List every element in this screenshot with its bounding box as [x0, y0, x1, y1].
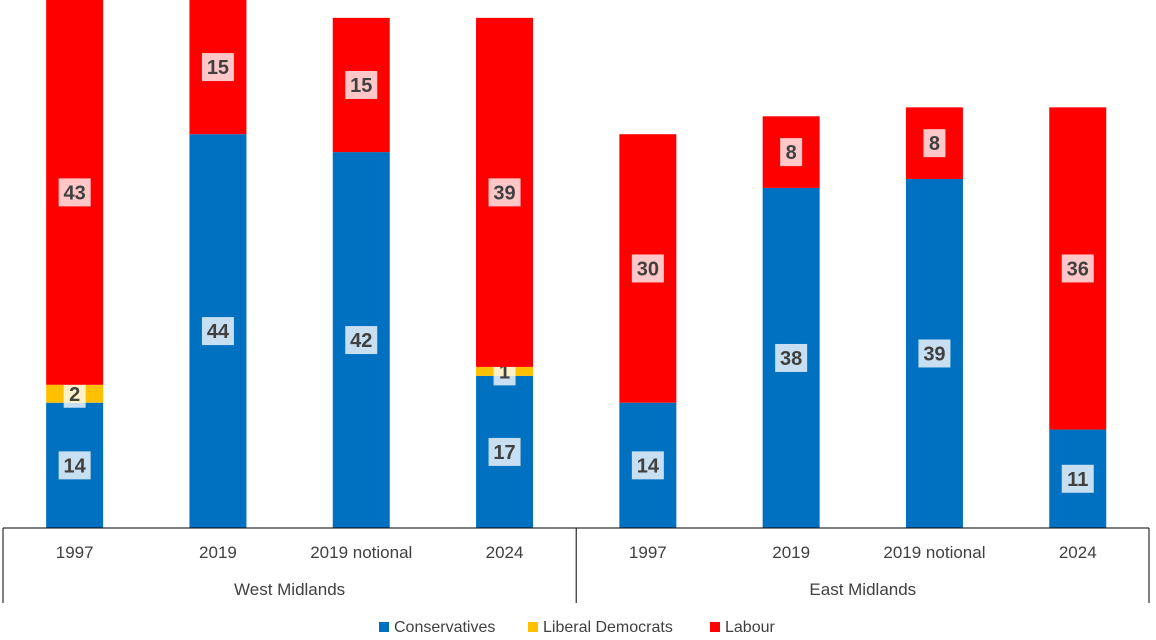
data-label-background	[345, 70, 378, 99]
legend-label-labour: Labour	[725, 619, 775, 636]
group-label-east-midlands: East Midlands	[809, 580, 916, 599]
data-label-labour-1: 15	[207, 57, 229, 79]
data-label-background	[201, 317, 234, 346]
data-label-labour-4: 30	[637, 258, 659, 280]
data-label-background	[63, 379, 86, 408]
data-label-background	[345, 326, 378, 355]
data-label-background	[201, 53, 234, 82]
legend-swatch-labour	[710, 622, 720, 632]
data-label-conservatives-0: 14	[64, 455, 87, 477]
x-tick-label: 1997	[56, 543, 94, 562]
data-label-liberal-democrats-3: 1	[499, 361, 510, 383]
data-label-conservatives-1: 44	[207, 321, 230, 343]
data-label-conservatives-4: 14	[637, 455, 660, 477]
data-label-liberal-democrats-0: 2	[69, 384, 80, 406]
data-label-labour-6: 8	[929, 133, 940, 155]
x-tick-label: 2024	[486, 543, 524, 562]
data-label-background	[918, 339, 951, 368]
data-label-labour-7: 36	[1067, 258, 1089, 280]
legend-swatch-conservatives	[379, 622, 389, 632]
bars-layer: 14 2 43 44 15 42 15 17 1 39 14 30 38 8 39 8 11 36	[46, 0, 1107, 528]
data-label-background	[780, 138, 803, 167]
x-tick-label: 2024	[1059, 543, 1097, 562]
x-tick-label: 2019 notional	[310, 543, 412, 562]
x-tick-label: 2019 notional	[883, 543, 985, 562]
data-label-background	[58, 451, 91, 480]
data-label-background	[488, 178, 521, 207]
data-label-background	[923, 129, 946, 158]
data-label-conservatives-2: 42	[350, 330, 372, 352]
legend: Conservatives Liberal Democrats Labour	[379, 619, 775, 636]
data-label-background	[631, 254, 664, 283]
data-label-conservatives-3: 17	[493, 442, 515, 464]
data-label-background	[488, 437, 521, 466]
legend-swatch-liberal-democrats	[528, 622, 538, 632]
data-label-conservatives-6: 39	[923, 343, 945, 365]
data-label-background	[58, 178, 91, 207]
x-tick-label: 2019	[199, 543, 237, 562]
data-label-labour-3: 39	[493, 182, 515, 204]
data-label-background	[1061, 254, 1094, 283]
data-label-background	[631, 451, 664, 480]
data-label-background	[775, 343, 808, 372]
category-axis: 1997 2019 2019 notional 2024 1997 2019 2019 no…	[2, 527, 1150, 603]
legend-label-liberal-democrats: Liberal Democrats	[543, 619, 673, 636]
data-label-labour-0: 43	[64, 182, 86, 204]
x-tick-label: 2019	[772, 543, 810, 562]
legend-label-conservatives: Conservatives	[394, 619, 495, 636]
group-label-west-midlands: West Midlands	[234, 580, 345, 599]
data-label-conservatives-7: 11	[1067, 469, 1088, 491]
data-label-conservatives-5: 38	[780, 348, 802, 370]
data-label-background	[1061, 464, 1094, 493]
data-label-labour-5: 8	[786, 142, 797, 164]
data-label-labour-2: 15	[350, 75, 372, 97]
x-tick-label: 1997	[629, 543, 667, 562]
